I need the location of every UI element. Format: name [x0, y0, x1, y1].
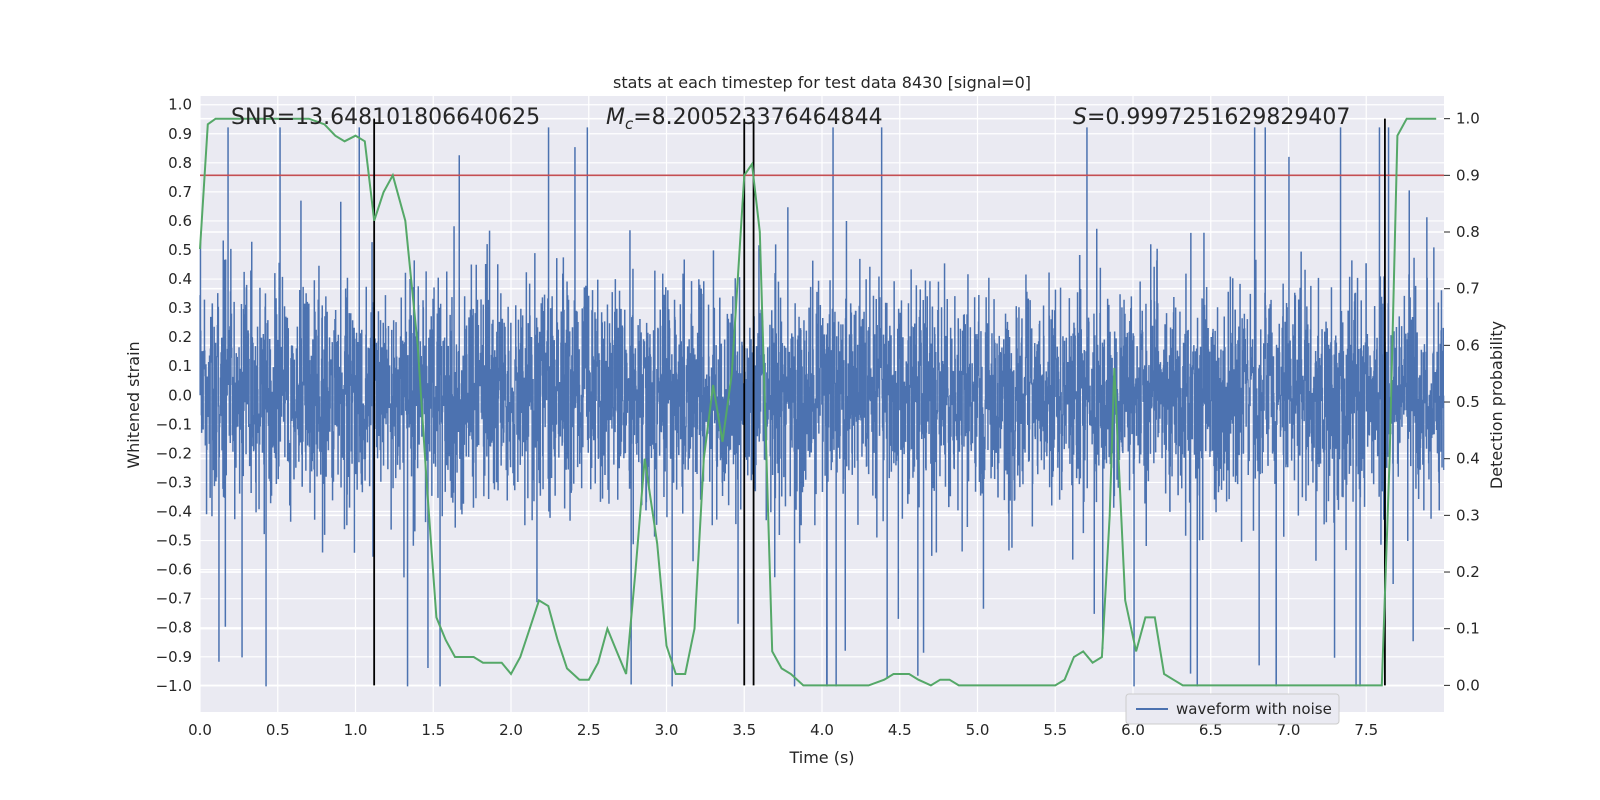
score-annotation: S=0.9997251629829407 — [1073, 105, 1350, 130]
y2-tick-label: 0.7 — [1456, 280, 1480, 298]
y2-tick-label: 0.2 — [1456, 563, 1480, 581]
x-tick-label: 5.0 — [966, 721, 990, 739]
chart-title: stats at each timestep for test data 843… — [613, 73, 1031, 92]
mc-subscript: c — [625, 115, 634, 133]
x-tick-label: 2.0 — [499, 721, 523, 739]
y2-tick-label: 0.1 — [1456, 620, 1480, 638]
x-tick-label: 4.5 — [888, 721, 912, 739]
y-tick-label: 1.0 — [168, 96, 192, 114]
y-tick-label: −1.0 — [156, 677, 192, 695]
y2-tick-label: 0.4 — [1456, 450, 1480, 468]
s-symbol: S — [1073, 105, 1087, 130]
s-value: =0.9997251629829407 — [1087, 105, 1350, 130]
x-tick-label: 0.0 — [188, 721, 212, 739]
y2-tick-label: 0.3 — [1456, 506, 1480, 524]
y-tick-label: −0.8 — [156, 619, 192, 637]
x-tick-label: 5.5 — [1043, 721, 1067, 739]
x-tick-label: 0.5 — [266, 721, 290, 739]
x-tick-labels: 0.0 0.5 1.0 1.5 2.0 2.5 3.0 3.5 4.0 4.5 5.0 5.5 6.0 6… — [188, 721, 1378, 739]
y-tick-label: 0.2 — [168, 328, 192, 346]
y2-tick-label: 0.5 — [1456, 393, 1480, 411]
y-tick-label: 0.6 — [168, 212, 192, 230]
y2-axis-label: Detection probability — [1487, 321, 1506, 489]
y-tick-label: −0.2 — [156, 444, 192, 462]
x-tick-label: 3.0 — [655, 721, 679, 739]
waveform-series — [199, 127, 1445, 687]
x-tick-label: 7.5 — [1354, 721, 1378, 739]
y-tick-label: −0.9 — [156, 648, 192, 666]
x-tick-label: 1.5 — [421, 721, 445, 739]
x-tick-label: 1.0 — [344, 721, 368, 739]
y2-tick-label: 1.0 — [1456, 110, 1480, 128]
y2-tick-labels: 1.0 0.9 0.8 0.7 0.6 0.5 0.4 0.3 0.2 0.1 0.0 — [1444, 110, 1480, 694]
y2-tick-label: 0.0 — [1456, 676, 1480, 694]
probability-line — [199, 117, 1437, 687]
y-tick-label: 0.3 — [168, 299, 192, 317]
y-tick-label: 0.8 — [168, 154, 192, 172]
y-tick-labels: 1.0 0.9 0.8 0.7 0.6 0.5 0.4 0.3 0.2 0.1 0.0 −0.1 −0.… — [156, 96, 192, 695]
mc-symbol: M — [606, 105, 625, 130]
y-tick-label: −0.1 — [156, 415, 192, 433]
x-axis-label: Time (s) — [788, 748, 854, 767]
waveform-line — [199, 127, 1445, 687]
y-tick-label: 0.1 — [168, 357, 192, 375]
snr-annotation: SNR=13.648101806640625 — [231, 105, 540, 130]
y2-tick-label: 0.8 — [1456, 223, 1480, 241]
probability-series — [199, 117, 1437, 687]
y2-tick-label: 0.6 — [1456, 336, 1480, 354]
y-tick-label: 0.5 — [168, 241, 192, 259]
y-axis-label: Whitened strain — [124, 341, 143, 468]
y-tick-label: −0.3 — [156, 473, 192, 491]
y-tick-label: 0.4 — [168, 270, 192, 288]
y-tick-label: 0.9 — [168, 125, 192, 143]
y-tick-label: −0.6 — [156, 561, 192, 579]
legend-box — [1125, 693, 1340, 725]
legend-label: waveform with noise — [1176, 700, 1332, 718]
y-tick-label: 0.0 — [168, 386, 192, 404]
y-tick-label: −0.7 — [156, 590, 192, 608]
x-tick-label: 4.0 — [810, 721, 834, 739]
x-tick-label: 2.5 — [577, 721, 601, 739]
mc-value: =8.200523376464844 — [633, 105, 882, 130]
legend: waveform with noise — [1125, 693, 1340, 725]
y2-tick-label: 0.9 — [1456, 166, 1480, 184]
y-tick-label: −0.5 — [156, 532, 192, 550]
y-tick-label: −0.4 — [156, 503, 192, 521]
y-tick-label: 0.7 — [168, 183, 192, 201]
x-tick-label: 7.0 — [1277, 721, 1301, 739]
x-tick-label: 6.0 — [1121, 721, 1145, 739]
chirp-mass-annotation: Mc=8.200523376464844 — [606, 105, 883, 133]
x-tick-label: 3.5 — [732, 721, 756, 739]
x-tick-label: 6.5 — [1199, 721, 1223, 739]
